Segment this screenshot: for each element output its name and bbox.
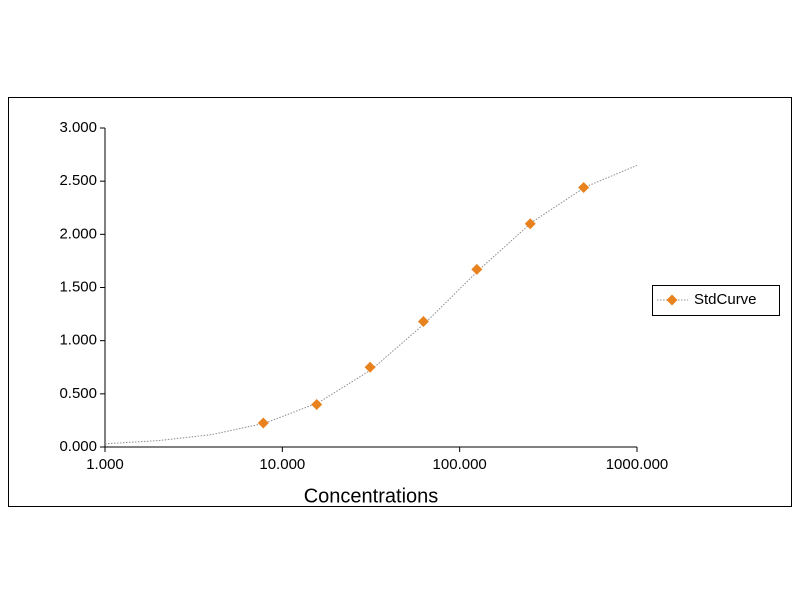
x-tick-label: 10.000 [259,456,305,473]
x-tick-label: 1.000 [86,456,124,473]
legend-marker [666,294,678,306]
data-point [524,218,536,230]
data-point [257,417,269,429]
y-tick-label: 3.000 [59,119,97,136]
data-point [311,398,323,410]
data-point [417,316,429,328]
y-tick-label: 1.000 [59,332,97,349]
data-point [471,263,483,275]
y-tick-label: 0.500 [59,385,97,402]
legend-label: StdCurve [694,291,757,308]
y-tick-label: 2.000 [59,225,97,242]
x-tick-label: 100.000 [433,456,487,473]
fit-curve [104,164,638,445]
data-point [578,182,590,194]
y-tick-label: 2.500 [59,172,97,189]
chart-frame [8,97,792,507]
data-point [364,361,376,373]
y-tick-label: 1.500 [59,278,97,295]
x-tick-label: 1000.000 [606,456,669,473]
y-tick-label: 0.000 [59,438,97,455]
x-axis-title: Concentrations [304,485,439,507]
